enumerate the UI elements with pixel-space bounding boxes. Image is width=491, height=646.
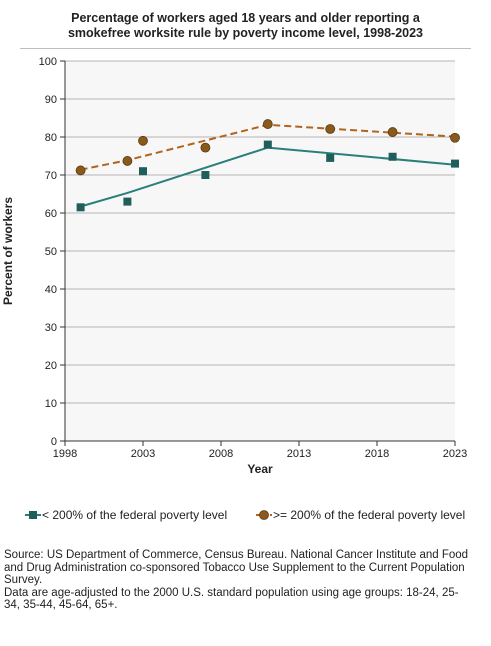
data-point-series-1 bbox=[326, 153, 335, 162]
legend-marker-2 bbox=[259, 510, 269, 520]
x-tick-label: 2008 bbox=[209, 448, 233, 460]
source-note: Source: US Department of Commerce, Censu… bbox=[4, 549, 488, 612]
x-axis-label: Year bbox=[247, 462, 273, 476]
tick-labels: 0 10 20 30 40 50 60 70 80 90 100 1998 2003 2008 2013 20… bbox=[39, 56, 468, 460]
series-line-2 bbox=[80, 123, 456, 171]
data-point-series-2 bbox=[138, 135, 148, 146]
title-divider bbox=[20, 48, 471, 49]
x-tick-label: 2013 bbox=[287, 448, 311, 460]
data-point-series-2 bbox=[200, 142, 211, 153]
chart-title-line-1: Percentage of workers aged 18 years and … bbox=[71, 11, 420, 25]
legend-label-2: >= 200% of the federal poverty level bbox=[273, 508, 465, 522]
source-line-1: Source: US Department of Commerce, Censu… bbox=[4, 549, 469, 561]
axes bbox=[60, 60, 456, 446]
y-axis-label: Percent of workers bbox=[1, 197, 15, 305]
source-line-5: 34, 35-44, 45-64, 65+. bbox=[4, 599, 118, 611]
data-point-series-2 bbox=[75, 165, 86, 176]
data-point-series-1 bbox=[76, 203, 85, 212]
grid-lines bbox=[65, 60, 455, 404]
source-line-3: Survey. bbox=[4, 574, 43, 586]
data-point-series-1 bbox=[263, 140, 272, 149]
y-tick-label: 20 bbox=[45, 360, 57, 372]
legend: < 200% of the federal poverty level >= 20… bbox=[25, 508, 465, 522]
data-point-series-1 bbox=[123, 197, 132, 206]
data-point-series-1 bbox=[451, 159, 459, 168]
data-point-series-2 bbox=[262, 119, 273, 129]
series-line-1 bbox=[80, 146, 456, 208]
legend-label-1: < 200% of the federal poverty level bbox=[42, 508, 227, 522]
y-tick-label: 0 bbox=[51, 436, 57, 448]
data-points bbox=[75, 119, 460, 212]
chart-title: Percentage of workers aged 18 years and … bbox=[20, 11, 471, 41]
x-tick-label: 1998 bbox=[53, 448, 77, 460]
chart-title-line-2: smokefree worksite rule by poverty incom… bbox=[67, 26, 424, 40]
y-tick-label: 100 bbox=[39, 56, 57, 68]
data-point-series-2 bbox=[387, 127, 398, 137]
x-tick-label: 2018 bbox=[365, 448, 389, 460]
y-tick-label: 30 bbox=[45, 322, 57, 334]
data-point-series-1 bbox=[139, 167, 147, 176]
y-tick-label: 40 bbox=[45, 284, 57, 296]
data-point-series-2 bbox=[122, 156, 133, 166]
x-tick-label: 2003 bbox=[131, 448, 155, 460]
data-point-series-1 bbox=[201, 171, 210, 179]
y-tick-label: 10 bbox=[45, 398, 57, 410]
x-tick-label: 2023 bbox=[443, 448, 467, 460]
legend-marker-1 bbox=[29, 511, 37, 519]
source-line-4: Data are age-adjusted to the 2000 U.S. s… bbox=[4, 586, 459, 599]
data-point-series-2 bbox=[325, 124, 336, 134]
y-tick-label: 50 bbox=[45, 246, 57, 258]
data-point-series-1 bbox=[388, 152, 397, 161]
y-tick-label: 70 bbox=[45, 170, 57, 182]
y-tick-label: 80 bbox=[45, 132, 57, 144]
source-line-2: and Drug Administration co-sponsored Tob… bbox=[4, 561, 465, 574]
line-chart: 0 10 20 30 40 50 60 70 80 90 100 1998 2003 2008 2013 20… bbox=[1, 56, 468, 522]
y-tick-label: 90 bbox=[45, 94, 57, 106]
data-point-series-2 bbox=[450, 132, 460, 143]
y-tick-label: 60 bbox=[45, 208, 57, 220]
trend-lines bbox=[80, 123, 456, 208]
